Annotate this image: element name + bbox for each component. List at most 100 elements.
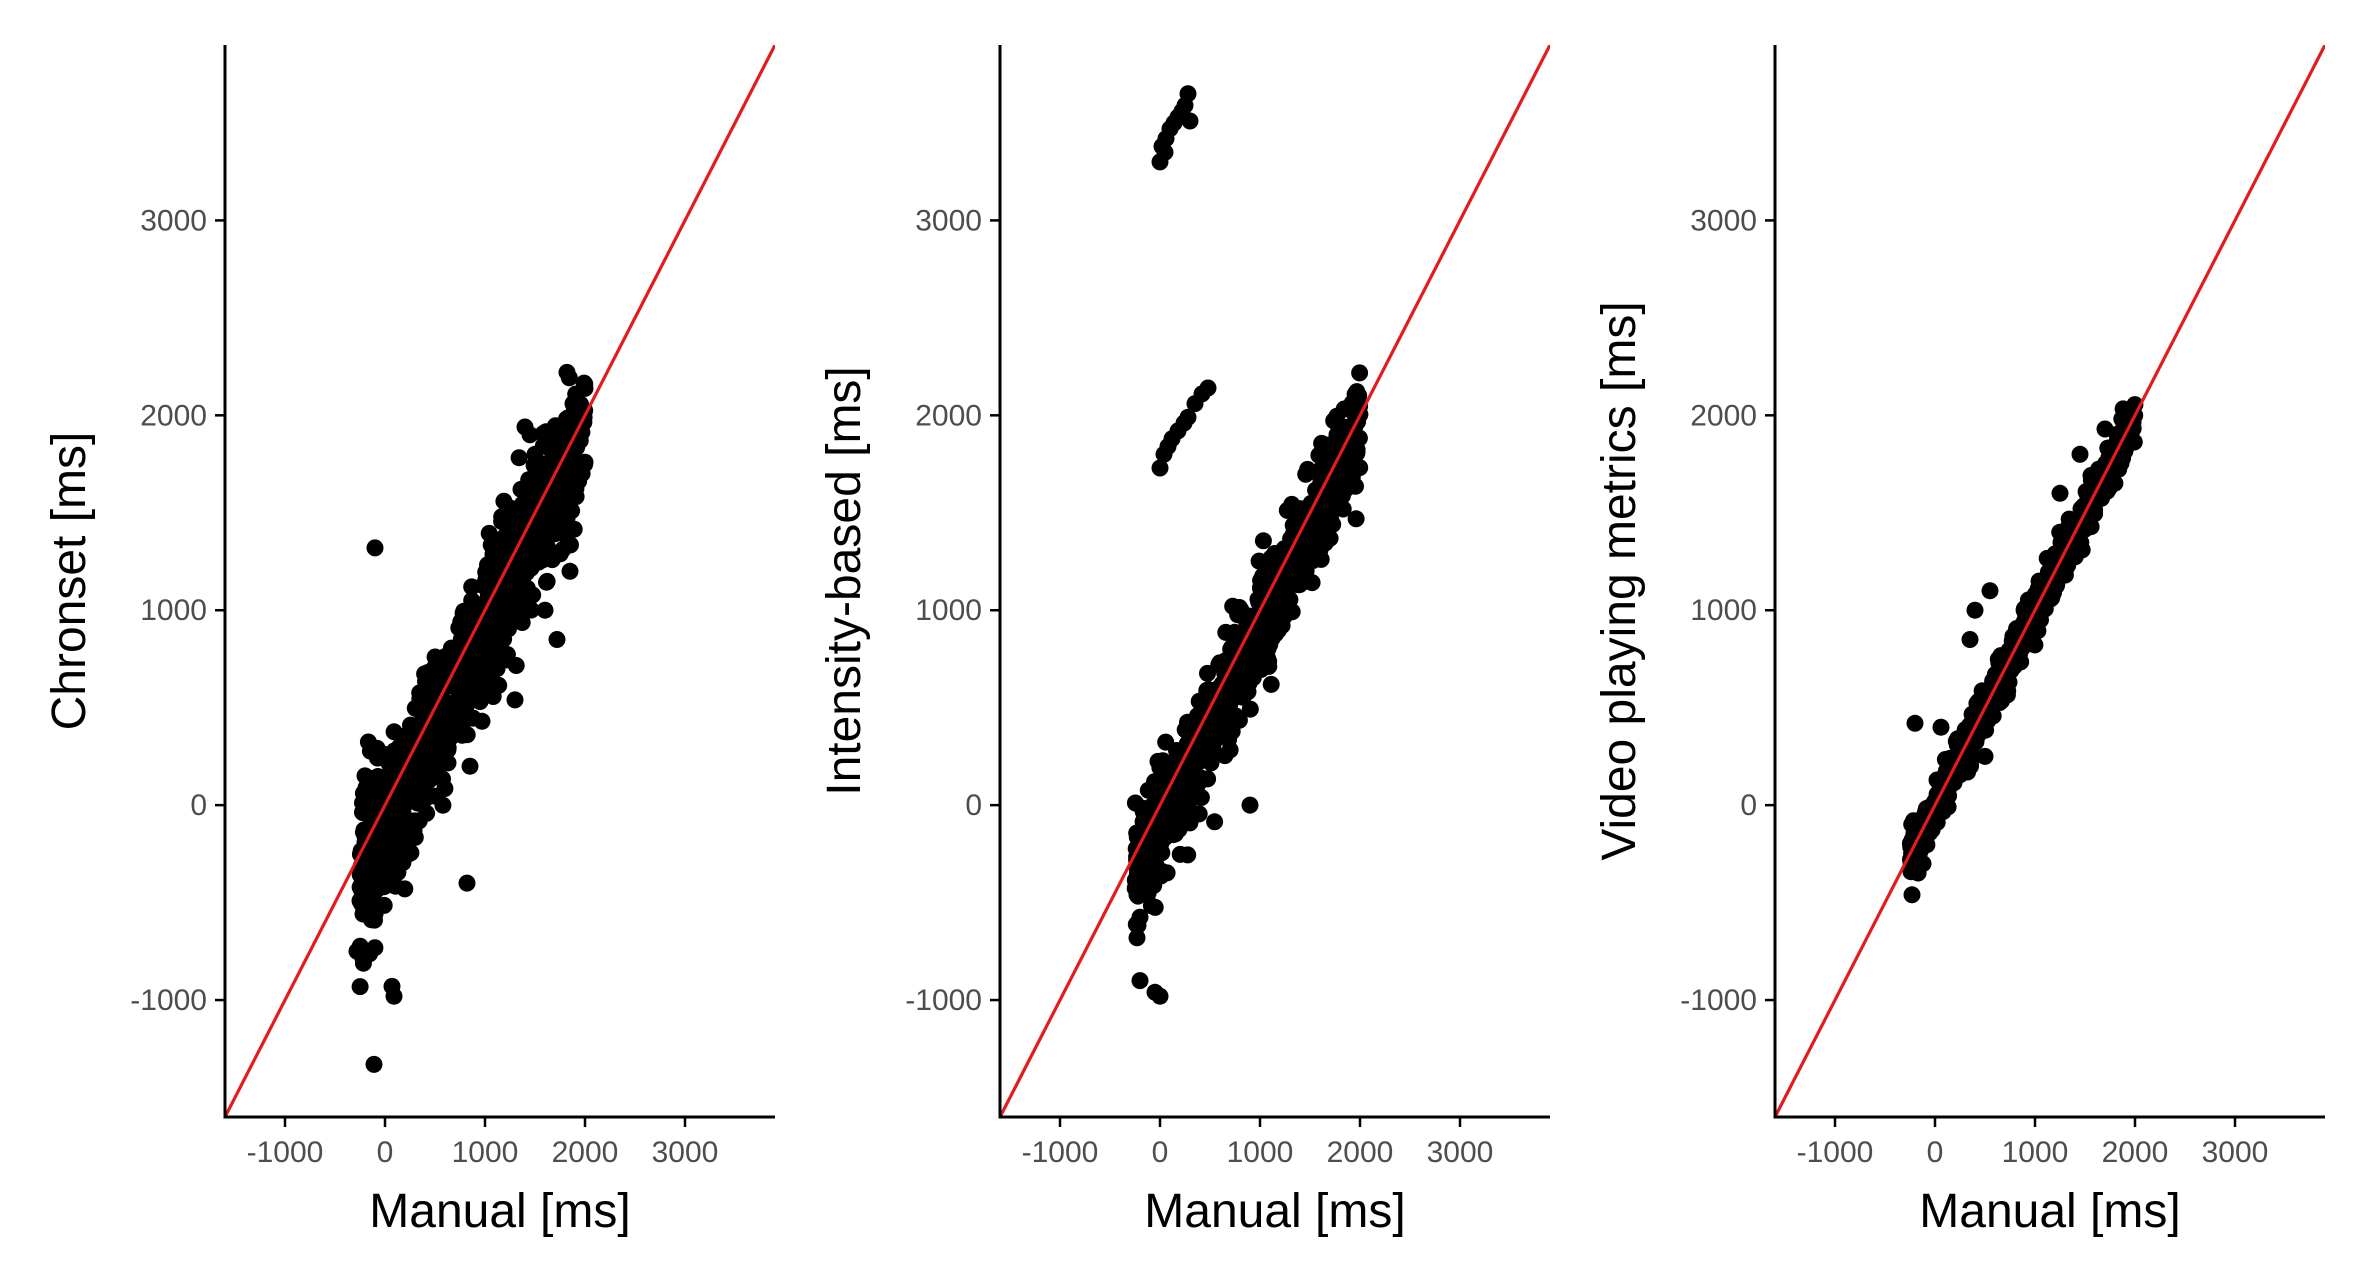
data-point <box>463 578 481 596</box>
data-point <box>372 835 390 853</box>
data-point <box>1138 866 1156 884</box>
data-point <box>567 488 585 506</box>
data-point <box>402 754 420 771</box>
data-point <box>1254 644 1272 662</box>
data-point <box>1219 697 1237 715</box>
data-point <box>1324 437 1342 455</box>
data-point <box>1199 744 1217 762</box>
data-point <box>536 601 554 619</box>
data-point <box>567 470 585 488</box>
data-point <box>1932 718 1950 736</box>
data-point <box>1976 747 1994 765</box>
x-tick-label: 0 <box>1927 1136 1944 1169</box>
data-point <box>1190 805 1208 823</box>
y-tick-label: 0 <box>190 789 207 822</box>
data-point <box>1179 85 1197 103</box>
data-point <box>1973 682 1991 700</box>
x-axis-title: Manual [ms] <box>369 1185 630 1238</box>
data-point <box>506 691 524 709</box>
data-point <box>383 977 401 995</box>
identity-line <box>225 45 775 1117</box>
data-point <box>2012 653 2030 671</box>
data-point <box>398 785 416 803</box>
data-point <box>1981 582 1999 600</box>
data-point <box>351 892 369 910</box>
scatter-panel-2: -1000 0 1000 2000 3000 -1000 0 1000 2000 3000 Manu… <box>818 45 1550 1238</box>
x-tick-label: -1000 <box>1797 1136 1874 1169</box>
y-tick-label: 3000 <box>1690 204 1757 237</box>
data-point <box>1914 855 1932 873</box>
data-point <box>426 761 444 779</box>
data-point <box>1171 845 1189 863</box>
data-point <box>1127 915 1145 933</box>
data-point <box>488 636 506 654</box>
y-tick-label: 1000 <box>915 594 982 627</box>
identity-line <box>1775 45 2325 1117</box>
data-point <box>1330 421 1348 439</box>
x-tick-label: 1000 <box>1227 1136 1294 1169</box>
data-point <box>1128 929 1146 947</box>
data-point <box>510 606 528 624</box>
data-point <box>1961 631 1979 648</box>
identity-line <box>1000 45 1550 1117</box>
data-point <box>463 591 481 609</box>
data-point <box>472 630 490 648</box>
data-point <box>2000 643 2018 661</box>
data-point <box>1153 844 1171 862</box>
data-point <box>1254 532 1272 550</box>
data-point <box>1966 601 1984 619</box>
data-point <box>439 741 457 759</box>
x-tick-label: 1000 <box>452 1136 519 1169</box>
data-point <box>512 480 530 498</box>
data-point <box>351 978 369 996</box>
data-point <box>516 418 534 436</box>
data-point <box>1906 714 1924 732</box>
data-point <box>1347 510 1365 528</box>
data-point <box>1937 792 1955 810</box>
data-point <box>1134 880 1152 898</box>
data-point <box>547 485 565 503</box>
data-point <box>1156 143 1174 161</box>
data-point <box>543 442 561 460</box>
data-point <box>1262 675 1280 693</box>
x-axis-title: Manual [ms] <box>1919 1185 2180 1238</box>
y-tick-label: -1000 <box>130 984 207 1017</box>
y-axis-title: Chronset [ms] <box>43 432 96 731</box>
data-point <box>1216 747 1234 765</box>
data-point <box>366 905 384 923</box>
data-point <box>1192 789 1210 806</box>
data-point <box>1326 484 1344 502</box>
data-point <box>1259 579 1276 597</box>
data-point <box>1231 667 1249 685</box>
data-point <box>2096 420 2114 438</box>
data-point <box>368 881 386 899</box>
data-point <box>1351 364 1369 382</box>
data-point <box>488 660 506 678</box>
y-tick-label: 2000 <box>140 399 207 432</box>
data-point <box>493 508 511 526</box>
x-tick-label: 2000 <box>2102 1136 2169 1169</box>
data-point <box>1281 601 1299 619</box>
data-point <box>1151 459 1169 477</box>
data-point <box>428 670 446 688</box>
data-point <box>491 621 509 639</box>
data-point <box>561 562 579 580</box>
data-point <box>368 739 386 757</box>
data-point <box>1959 763 1977 781</box>
y-tick-label: 3000 <box>140 204 207 237</box>
x-tick-label: 0 <box>1152 1136 1169 1169</box>
data-point <box>1137 804 1155 821</box>
x-tick-label: 2000 <box>552 1136 619 1169</box>
data-point <box>1257 557 1275 575</box>
data-point <box>1308 533 1325 551</box>
x-tick-label: 0 <box>377 1136 394 1169</box>
data-point <box>526 445 544 463</box>
data-point <box>1142 897 1160 915</box>
data-point <box>410 701 428 719</box>
data-point <box>548 631 566 648</box>
data-point <box>2051 484 2069 502</box>
data-point <box>366 539 384 557</box>
x-tick-label: 1000 <box>2002 1136 2069 1169</box>
x-tick-label: -1000 <box>1022 1136 1099 1169</box>
data-point <box>1903 886 1921 904</box>
